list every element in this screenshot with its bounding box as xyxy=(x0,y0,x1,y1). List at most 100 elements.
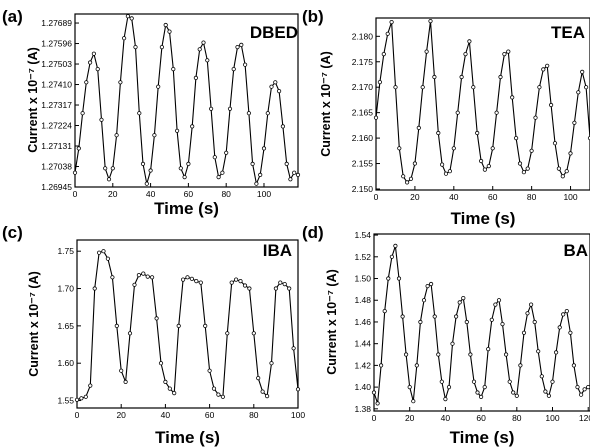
data-point xyxy=(220,170,225,175)
data-point xyxy=(461,295,466,301)
y-tick-label: 1.75 xyxy=(57,246,74,256)
data-point xyxy=(521,330,527,335)
data-point xyxy=(572,120,577,125)
data-point xyxy=(525,311,530,316)
data-point xyxy=(443,396,448,402)
data-point xyxy=(251,331,256,336)
data-point xyxy=(443,171,449,176)
data-point xyxy=(125,14,131,19)
data-point xyxy=(150,275,155,280)
y-tick-label: 1.27131 xyxy=(41,141,72,151)
y-tick-label: 2.170 xyxy=(352,82,374,92)
data-point xyxy=(167,29,172,34)
plot-frame xyxy=(76,239,299,409)
y-axis-label: Current x 10⁻⁷ (A) xyxy=(325,269,339,375)
data-point xyxy=(144,181,149,186)
data-point xyxy=(478,394,484,399)
data-point xyxy=(141,271,146,276)
data-point xyxy=(397,146,402,151)
data-point xyxy=(510,95,515,100)
x-tick-label: 100 xyxy=(545,413,559,423)
data-point xyxy=(503,352,509,357)
data-point xyxy=(463,51,468,57)
data-point xyxy=(159,44,164,50)
data-point xyxy=(133,44,138,50)
data-point xyxy=(468,352,473,357)
data-point xyxy=(517,161,523,166)
data-point xyxy=(496,298,502,303)
x-tick-label: 0 xyxy=(75,410,80,420)
y-tick-label: 2.165 xyxy=(352,108,374,118)
series-name-label: TEA xyxy=(551,23,585,42)
x-tick-label: 20 xyxy=(108,189,118,199)
data-point xyxy=(273,286,278,291)
series-line xyxy=(76,250,299,401)
data-point xyxy=(583,85,589,90)
data-point xyxy=(575,384,580,390)
data-point xyxy=(181,277,186,282)
y-axis-label: Current x 10⁻⁷ (A) xyxy=(26,47,40,153)
data-point xyxy=(229,280,234,285)
data-point xyxy=(273,80,278,85)
data-point xyxy=(378,363,384,368)
data-point xyxy=(578,392,584,397)
data-point xyxy=(99,117,104,122)
data-point xyxy=(114,133,119,138)
data-point xyxy=(511,390,516,395)
data-point xyxy=(175,128,180,133)
series-name-label: BA xyxy=(563,241,588,260)
data-point xyxy=(408,176,414,181)
data-point xyxy=(101,249,106,254)
data-point xyxy=(382,308,387,314)
y-tick-label: 1.52 xyxy=(354,252,371,262)
data-point xyxy=(185,275,190,280)
data-point xyxy=(172,390,177,396)
data-point xyxy=(436,352,441,357)
data-point xyxy=(88,60,93,65)
x-tick-label: 20 xyxy=(116,410,126,420)
data-point xyxy=(528,302,534,307)
y-tick-label: 2.180 xyxy=(352,31,374,41)
data-point xyxy=(95,67,100,72)
y-tick-label: 1.48 xyxy=(354,295,371,305)
data-point xyxy=(389,19,394,25)
data-point xyxy=(471,379,477,384)
panel-iba: 0 20 40 60 80 100 1.55 1.60 1.65 1.70 1.75 (c) IBA Ti… xyxy=(2,223,305,447)
data-point xyxy=(418,319,423,325)
data-point xyxy=(403,352,409,357)
data-point xyxy=(486,164,491,169)
data-point xyxy=(220,394,225,399)
y-tick-label: 2.150 xyxy=(352,184,374,194)
x-tick-label: 100 xyxy=(257,189,271,199)
data-point xyxy=(450,341,455,346)
x-axis-label: Time (s) xyxy=(450,428,515,447)
y-tick-label: 1.27224 xyxy=(41,121,72,131)
data-point xyxy=(211,386,217,391)
data-point xyxy=(76,146,81,151)
data-point xyxy=(541,67,546,72)
data-point xyxy=(580,69,585,75)
data-point xyxy=(553,350,559,355)
data-point xyxy=(386,276,391,281)
data-point xyxy=(571,363,577,368)
data-point xyxy=(227,106,233,111)
data-point xyxy=(83,394,88,399)
data-point xyxy=(212,155,217,160)
series-name-label: IBA xyxy=(263,241,292,260)
panel-label: (d) xyxy=(302,223,324,242)
data-point xyxy=(176,323,181,328)
x-tick-label: 80 xyxy=(527,192,537,202)
data-point xyxy=(122,36,127,41)
data-point xyxy=(424,49,429,54)
y-tick-label: 1.26945 xyxy=(41,182,72,192)
data-point xyxy=(284,161,289,166)
data-point xyxy=(500,321,505,327)
plot-frame xyxy=(373,233,590,412)
data-point xyxy=(119,368,124,373)
data-point xyxy=(432,314,437,319)
data-point xyxy=(140,161,146,166)
data-point xyxy=(261,146,267,151)
data-point xyxy=(84,80,89,85)
data-point xyxy=(178,166,183,171)
